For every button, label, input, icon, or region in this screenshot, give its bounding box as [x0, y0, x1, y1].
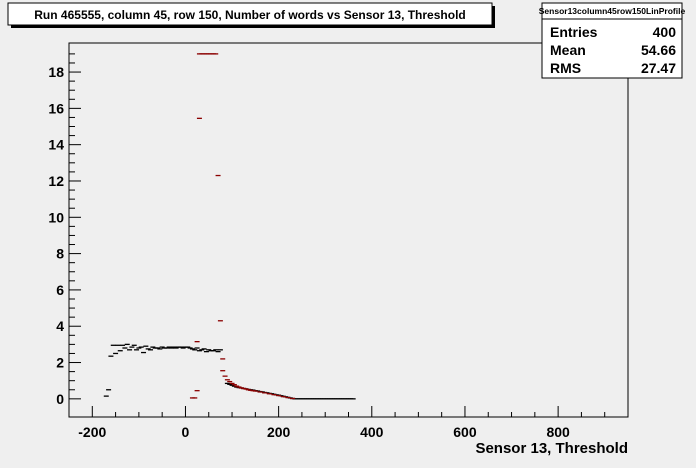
x-tick-label: 600: [453, 424, 477, 440]
y-tick-label: 0: [56, 391, 64, 407]
title-box-frame: [7, 2, 493, 26]
stats-rms-label: RMS: [550, 60, 581, 76]
x-tick-label: 800: [546, 424, 570, 440]
x-axis-title: Sensor 13, Threshold: [475, 440, 628, 457]
y-tick-label: 4: [56, 318, 64, 334]
y-tick-label: 6: [56, 282, 64, 298]
y-tick-label: 8: [56, 246, 64, 262]
chart-title: Run 465555, column 45, row 150, Number o…: [34, 8, 465, 22]
y-tick-label: 10: [48, 209, 64, 225]
y-tick-label: 12: [48, 173, 64, 189]
axis-tick-labels: -200 0 200 400 600 800 0 2 4 6 8 10 12 14 16 18: [48, 64, 570, 440]
x-tick-label: 0: [182, 424, 190, 440]
data-points: [103, 53, 356, 400]
title-box: Run 465555, column 45, row 150, Number o…: [7, 2, 495, 28]
y-tick-label: 14: [48, 137, 64, 153]
plot-frame: [68, 42, 629, 418]
x-tick-label: 400: [360, 424, 384, 440]
stats-mean-label: Mean: [550, 42, 586, 58]
stats-entries-value: 400: [653, 24, 677, 40]
stats-box: Sensor13column45row150LinProfile Entries…: [539, 2, 686, 79]
x-tick-label: 200: [267, 424, 291, 440]
stats-entries-label: Entries: [550, 24, 598, 40]
stats-rms-value: 27.47: [641, 60, 676, 76]
stats-box-frame: [541, 2, 683, 79]
y-tick-label: 2: [56, 355, 64, 371]
stats-mean-value: 54.66: [641, 42, 676, 58]
axis-ticks: [69, 53, 606, 417]
y-tick-label: 18: [48, 64, 64, 80]
stats-box-name: Sensor13column45row150LinProfile: [539, 6, 686, 16]
x-tick-label: -200: [78, 424, 106, 440]
y-tick-label: 16: [48, 100, 64, 116]
